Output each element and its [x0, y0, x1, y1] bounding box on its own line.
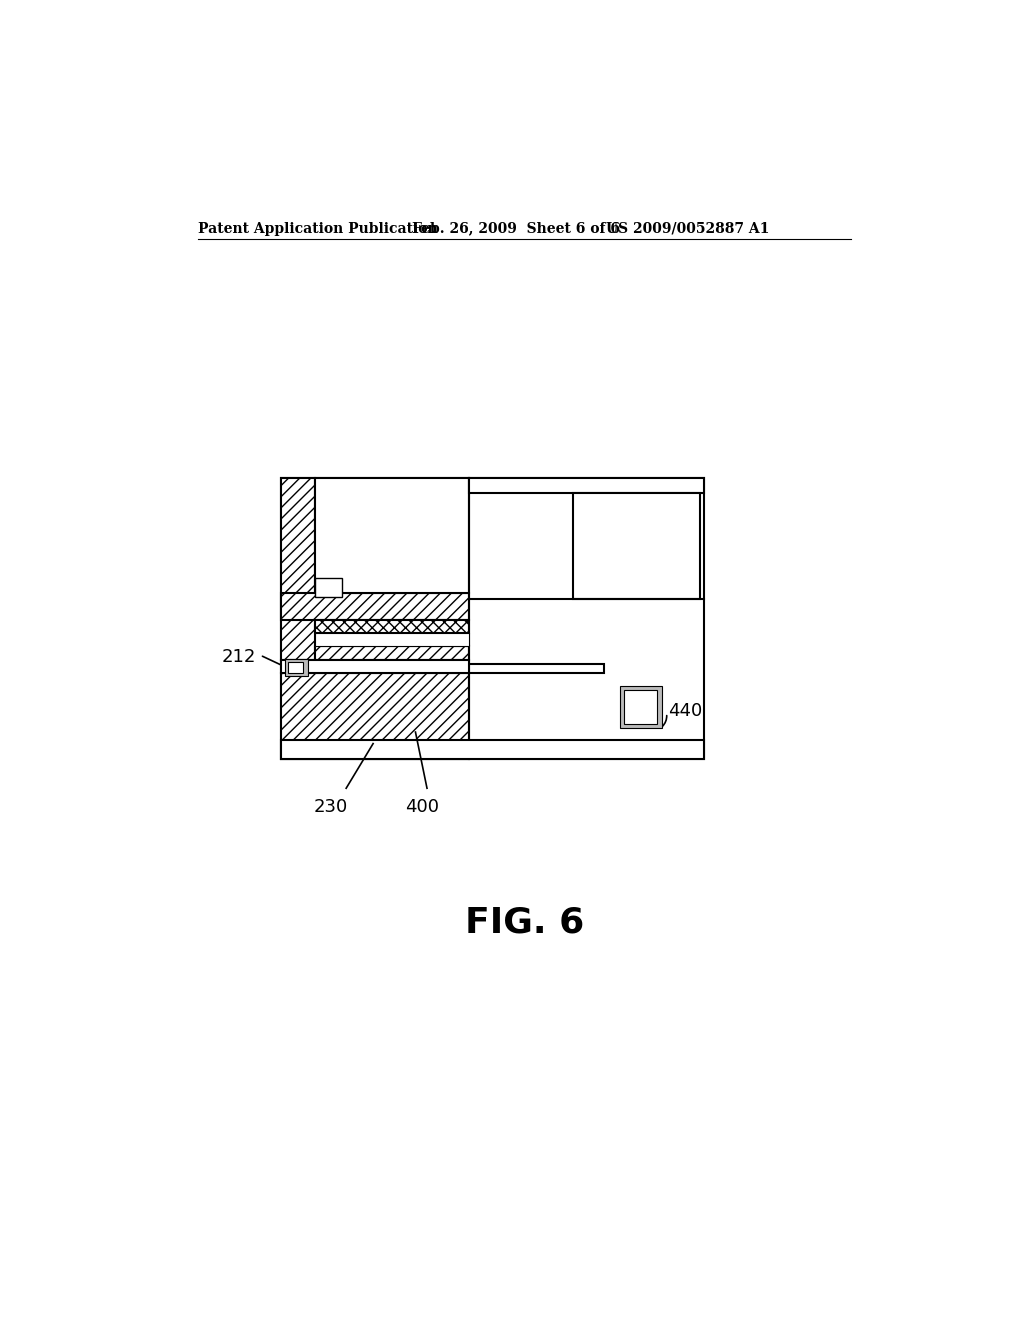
Bar — [620, 686, 662, 729]
Bar — [281, 739, 705, 759]
Bar — [281, 660, 469, 673]
Bar — [315, 578, 342, 598]
Bar — [573, 494, 700, 599]
Bar — [315, 645, 469, 660]
Text: US 2009/0052887 A1: US 2009/0052887 A1 — [606, 222, 770, 235]
Text: 440: 440 — [668, 702, 702, 721]
Bar — [285, 659, 307, 676]
Bar — [315, 478, 469, 594]
Bar — [281, 673, 469, 759]
Text: Feb. 26, 2009  Sheet 6 of 6: Feb. 26, 2009 Sheet 6 of 6 — [412, 222, 620, 235]
Bar — [281, 478, 315, 660]
Bar — [315, 620, 469, 634]
Text: 230: 230 — [313, 797, 348, 816]
Bar — [625, 689, 657, 723]
Bar — [281, 478, 705, 759]
Bar — [469, 664, 604, 673]
Text: 400: 400 — [404, 797, 438, 816]
Bar — [315, 634, 469, 645]
Text: FIG. 6: FIG. 6 — [465, 906, 585, 940]
Bar — [288, 663, 303, 673]
Bar — [469, 478, 705, 494]
Bar — [281, 594, 469, 620]
Text: Patent Application Publication: Patent Application Publication — [199, 222, 438, 235]
Text: 212: 212 — [221, 648, 256, 667]
